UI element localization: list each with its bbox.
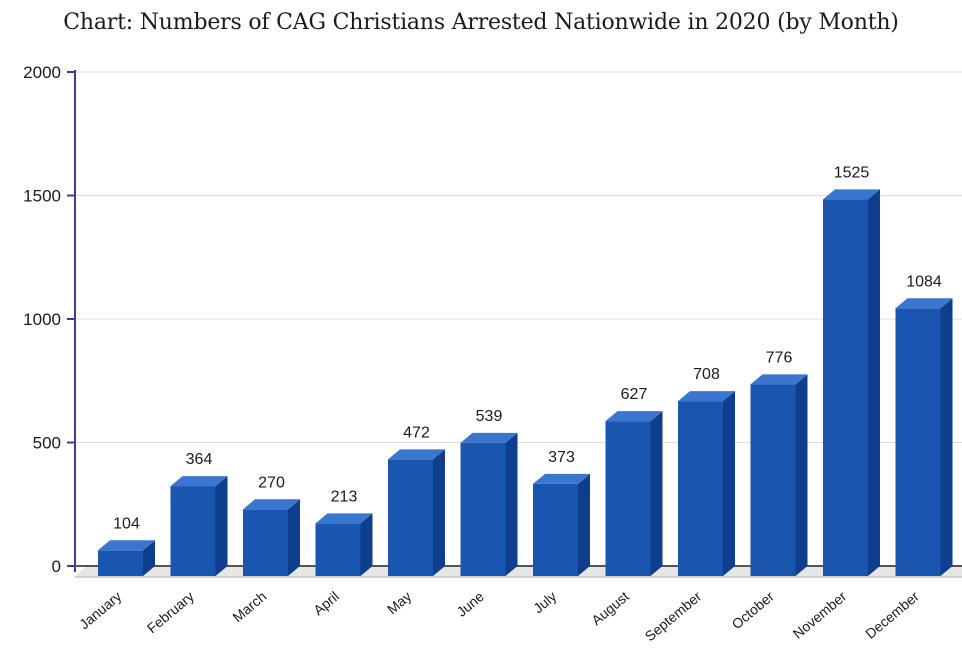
data-label: 104 bbox=[113, 515, 140, 532]
bar bbox=[895, 308, 941, 576]
bar-top bbox=[388, 449, 445, 460]
bar bbox=[605, 421, 651, 576]
bar bbox=[388, 459, 433, 576]
bar-side bbox=[940, 298, 953, 576]
bar bbox=[823, 199, 868, 576]
y-tick-label: 500 bbox=[33, 434, 61, 453]
data-label: 472 bbox=[403, 424, 430, 441]
data-label: 776 bbox=[766, 349, 793, 366]
x-tick-label: August bbox=[588, 588, 632, 628]
bar-side bbox=[505, 432, 518, 576]
data-label: 1084 bbox=[906, 273, 942, 290]
bar-side bbox=[578, 473, 590, 576]
x-tick-label: December bbox=[862, 588, 922, 642]
x-tick-label: May bbox=[384, 588, 415, 617]
bar-top bbox=[678, 391, 735, 402]
y-tick-label: 1500 bbox=[23, 187, 61, 206]
data-label: 213 bbox=[331, 488, 358, 505]
x-tick-label: November bbox=[790, 588, 850, 642]
bar bbox=[243, 509, 288, 576]
bar-side bbox=[360, 513, 373, 576]
data-label: 373 bbox=[548, 449, 575, 466]
bar-top bbox=[533, 473, 590, 484]
x-tick-label: September bbox=[642, 588, 705, 644]
bar-top bbox=[170, 476, 228, 487]
bar-side bbox=[795, 374, 808, 576]
bar-top bbox=[315, 513, 373, 524]
bar-top bbox=[605, 411, 663, 422]
chart-floor-edge bbox=[75, 576, 962, 578]
data-label: 627 bbox=[621, 386, 648, 403]
data-label: 539 bbox=[476, 408, 503, 425]
y-tick-label: 2000 bbox=[23, 63, 61, 82]
bar bbox=[678, 401, 723, 576]
data-label: 270 bbox=[258, 474, 285, 491]
bar-side bbox=[215, 476, 228, 576]
x-tick-label: June bbox=[453, 588, 487, 620]
bar-top bbox=[750, 374, 808, 385]
data-label: 1525 bbox=[834, 164, 870, 181]
x-tick-label: July bbox=[530, 588, 559, 616]
bar bbox=[750, 384, 796, 576]
bar-side bbox=[650, 411, 663, 576]
bar-side bbox=[868, 189, 880, 576]
x-tick-label: April bbox=[310, 588, 342, 618]
bar-top bbox=[98, 540, 155, 551]
bar-top bbox=[895, 298, 953, 309]
data-label: 364 bbox=[186, 451, 213, 468]
x-tick-label: March bbox=[229, 588, 269, 625]
bar-side bbox=[433, 449, 445, 576]
bar-top bbox=[460, 432, 518, 443]
bar-side bbox=[143, 540, 155, 576]
bar bbox=[315, 523, 361, 576]
bar-side bbox=[288, 499, 300, 576]
x-tick-label: February bbox=[144, 588, 197, 636]
bar bbox=[98, 550, 143, 576]
bar-side bbox=[723, 391, 735, 576]
bar bbox=[533, 483, 578, 576]
x-tick-label: January bbox=[76, 588, 124, 632]
bar-top bbox=[243, 499, 300, 510]
bar bbox=[170, 486, 216, 576]
bar-top bbox=[823, 189, 880, 200]
chart-title: Chart: Numbers of CAG Christians Arreste… bbox=[63, 10, 899, 35]
y-tick-label: 0 bbox=[52, 557, 61, 576]
y-tick-label: 1000 bbox=[23, 310, 61, 329]
bar bbox=[460, 442, 506, 576]
data-label: 708 bbox=[693, 366, 720, 383]
x-tick-label: October bbox=[728, 588, 777, 632]
